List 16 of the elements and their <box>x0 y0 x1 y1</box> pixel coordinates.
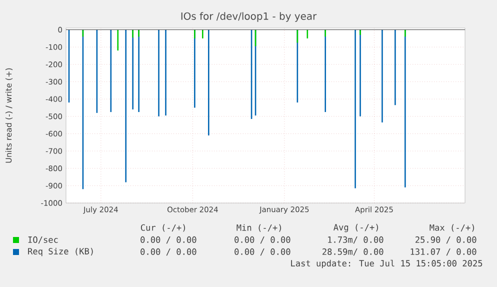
chart-title: IOs for /dev/loop1 - by year <box>181 12 317 22</box>
text: Last update: Tue Jul 15 15:05:00 2025 <box>291 260 482 268</box>
text: Max (-/+) <box>430 224 474 232</box>
text: 131.07 / 0.00 <box>410 248 476 256</box>
text: 0.00 / 0.00 <box>140 248 196 256</box>
text: 28.59m/ 0.00 <box>322 248 384 256</box>
legend-label: IO/sec <box>28 236 58 244</box>
text: 1.73m/ 0.00 <box>328 236 384 244</box>
text: Min (-/+) <box>236 224 282 232</box>
text: 0.00 / 0.00 <box>234 236 290 244</box>
text: Cur (-/+) <box>140 224 186 232</box>
text: 25.90 / 0.00 <box>416 236 476 244</box>
text: 0.00 / 0.00 <box>140 236 196 244</box>
text: 0.00 / 0.00 <box>234 248 290 256</box>
text: Avg (-/+) <box>334 224 378 232</box>
legend-label: Req Size (KB) <box>28 248 93 256</box>
